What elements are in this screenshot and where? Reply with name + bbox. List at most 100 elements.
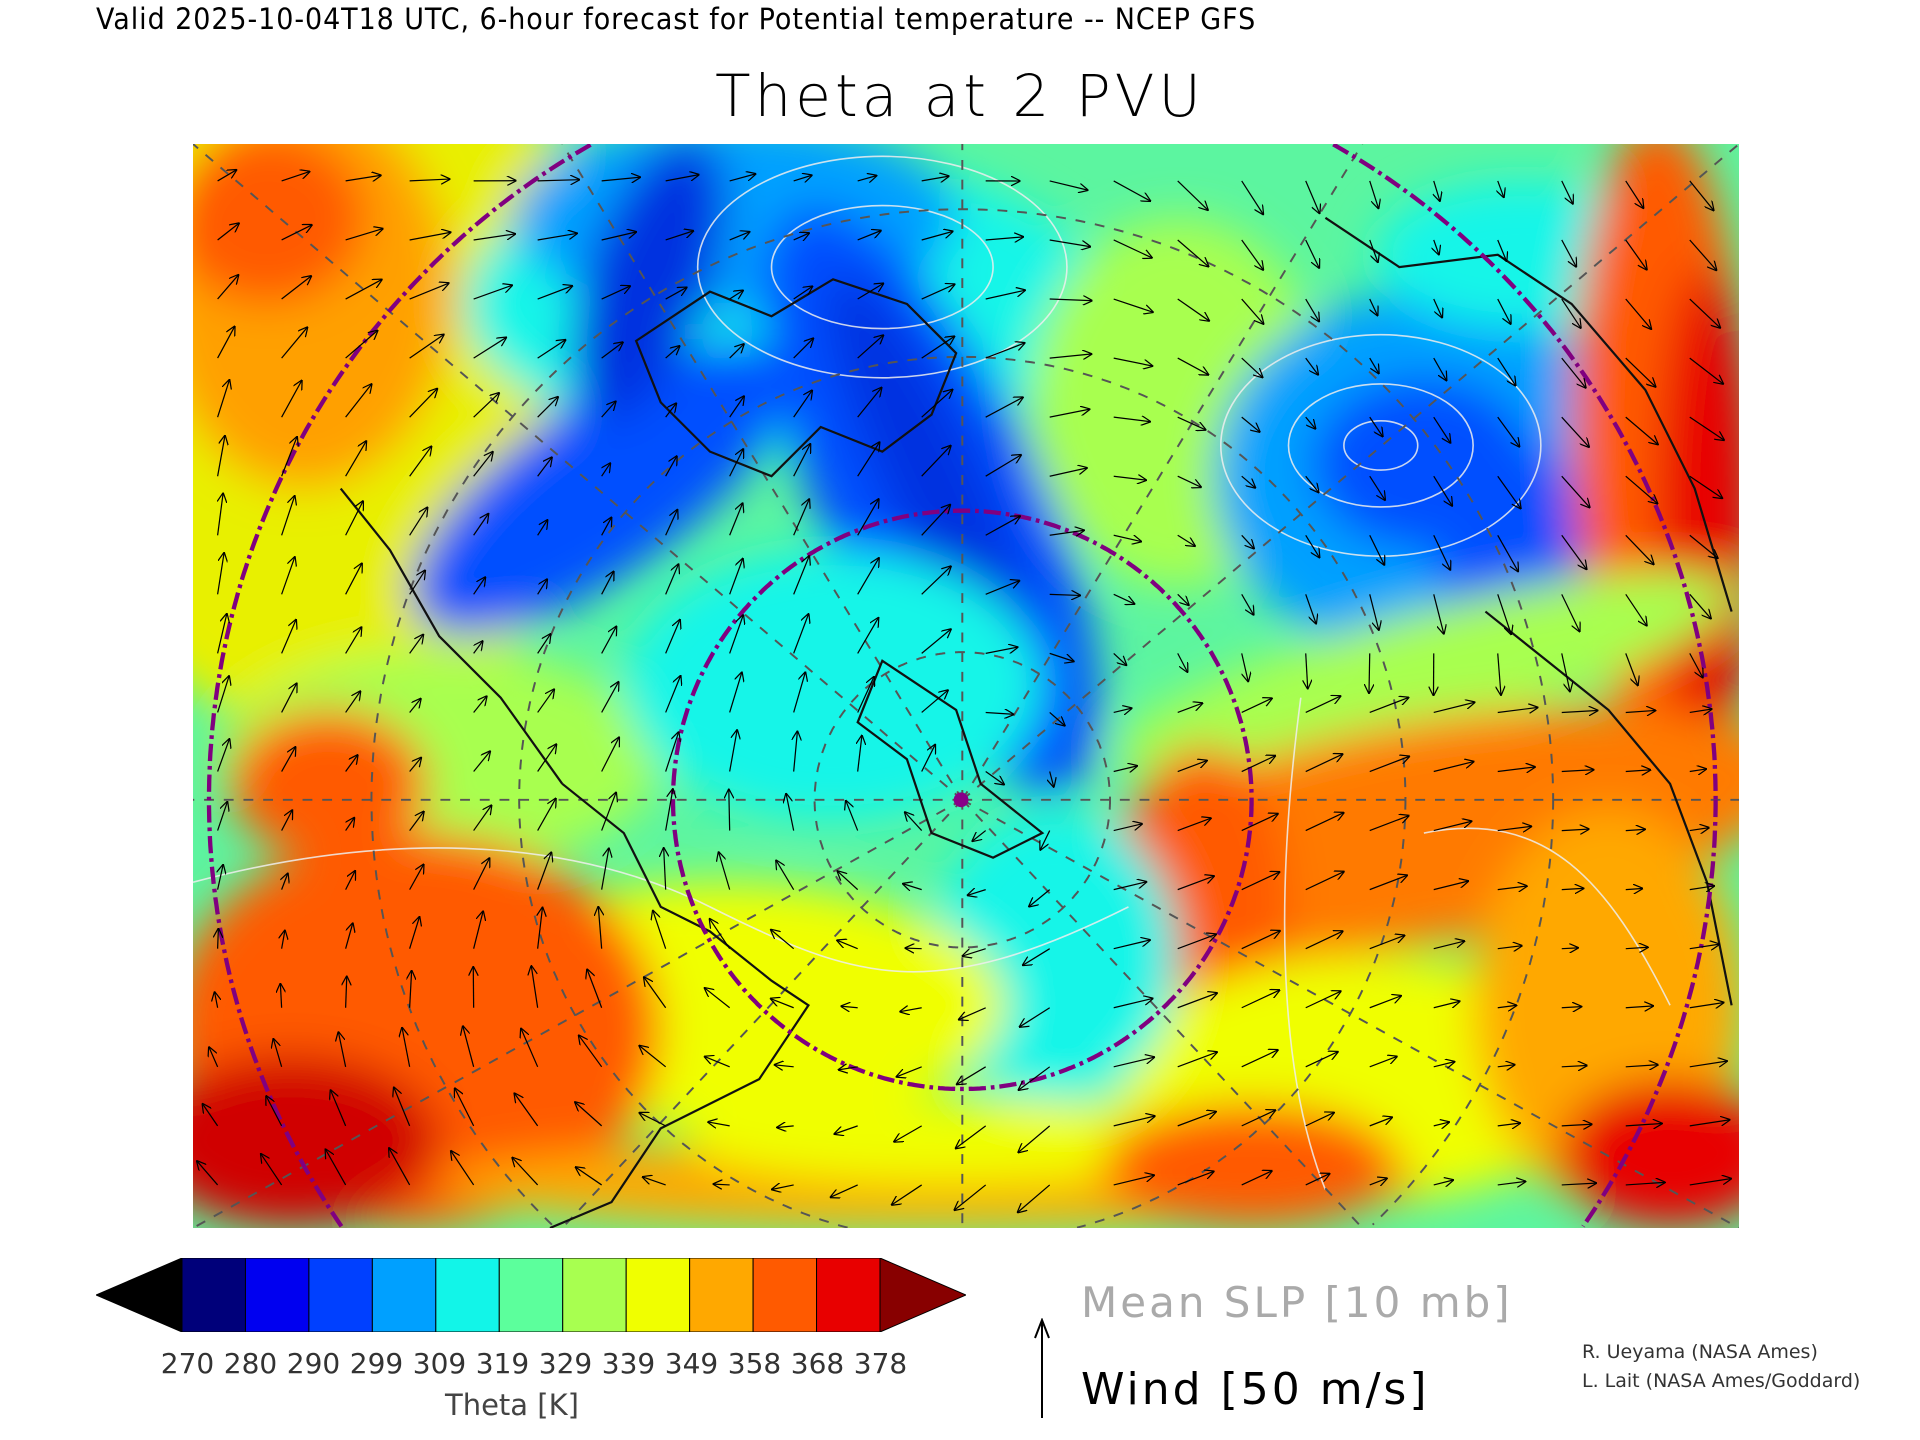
latitude-circle [1372,799,1555,1226]
wind-arrow [959,1007,986,1020]
wind-arrow [1561,357,1586,387]
wind-arrow [665,733,679,772]
wind-arrow [892,1184,923,1205]
wind-arrow [1497,1005,1516,1007]
wind-arrow [1241,1171,1272,1186]
wind-arrow [1497,534,1518,571]
wind-arrow [846,801,859,831]
wind-arrow [1177,416,1206,430]
wind-arrow [644,977,667,1009]
colorbar-tick: 378 [853,1347,908,1380]
wind-arrow [857,618,879,654]
wind-arrow [955,1184,987,1210]
wind-arrow [331,1091,347,1127]
wind-arrow [409,571,425,595]
wind-arrow [217,223,239,241]
wind-arrow [1625,357,1656,386]
wind-arrow [665,789,673,831]
wind-arrow [274,1039,283,1067]
wind-arrow [857,388,882,418]
wind-arrow [729,396,744,418]
wind-arrow [409,635,423,654]
wind-arrow [905,812,923,831]
wind-arrow [1497,1065,1515,1067]
wind-arrow [1497,475,1521,508]
wind-arrow [1689,357,1723,384]
wind-arrow [1561,829,1589,830]
lat-lon-grid [193,144,1739,1228]
wind-arrow [842,1006,858,1007]
wind-arrow [857,677,874,713]
wind-arrow [1689,653,1703,677]
wind-arrow [1625,1182,1665,1185]
wind-arrow [921,337,954,359]
wind-arrow [537,520,548,536]
wind-arrow [857,176,876,181]
wind-arrow [409,508,428,536]
wind-arrow [473,234,515,241]
wind-arrow [1625,298,1651,329]
wind-arrow [1241,594,1254,614]
wind-arrow [921,390,953,418]
wind-arrow [1177,818,1211,832]
wind-arrow [729,449,743,477]
wind-arrow [1049,239,1090,247]
wind-arrow [1369,875,1407,891]
wind-arrow [217,327,235,359]
wind-arrow [409,865,424,890]
wind-arrow [601,793,616,831]
wind-arrow [394,1088,411,1127]
wind-arrow [1177,653,1188,671]
wind-arrow [1689,593,1711,618]
wind-arrow [985,343,1025,359]
wind-arrow [1305,594,1316,623]
colorbar-bin [689,1258,754,1332]
wind-arrow [719,852,731,890]
wind-arrow [793,391,812,418]
wind-arrow [281,381,302,418]
wind-arrow [921,690,948,713]
wind-arrow [985,516,1020,536]
wind-arrow [956,1125,987,1148]
wind-arrow [1561,888,1583,889]
wind-arrow [729,504,743,536]
wind-arrow [665,676,681,713]
wind-arrow [921,284,955,300]
wind-arrow [665,231,693,241]
wind-arrow [1561,298,1581,328]
colorbar-bin [625,1258,691,1332]
wind-arrow [1305,357,1318,374]
wind-arrow [901,1008,922,1012]
wind-arrow [345,692,361,713]
wind-arrow [1689,1003,1723,1008]
wind-arrow [1689,1179,1731,1186]
wind-arrow [1241,534,1254,548]
wind-arrow [1305,239,1319,268]
wind-arrow [665,288,687,300]
wind-arrow [1433,1062,1454,1067]
wind-arrow [1113,298,1153,312]
wind-arrow [1433,1122,1449,1126]
wind-arrow [601,342,623,359]
wind-arrow [579,1036,603,1068]
wind-arrow [1113,940,1150,950]
wind-arrow [601,518,612,536]
wind-arrow [985,397,1023,418]
wind-arrow [601,464,610,477]
wind-arrow [1689,709,1712,712]
forecast-subtitle: Valid 2025-10-04T18 UTC, 6-hour forecast… [96,2,1257,36]
wind-arrow [1561,416,1589,447]
wind-arrow [1433,702,1474,714]
wind-arrow [345,441,366,477]
wind-arrow [1433,1001,1460,1009]
wind-arrow [729,232,750,241]
wind-arrow [1561,1183,1596,1185]
wind-arrow [451,1151,475,1186]
wind-arrow [1029,889,1051,907]
wind-arrow [1369,298,1378,315]
latitude-circle [518,355,1407,1228]
polar-circles [206,144,1718,1228]
wind-arrow [1241,931,1280,950]
wind-arrow [537,458,552,477]
wind-arrow [389,1148,411,1186]
